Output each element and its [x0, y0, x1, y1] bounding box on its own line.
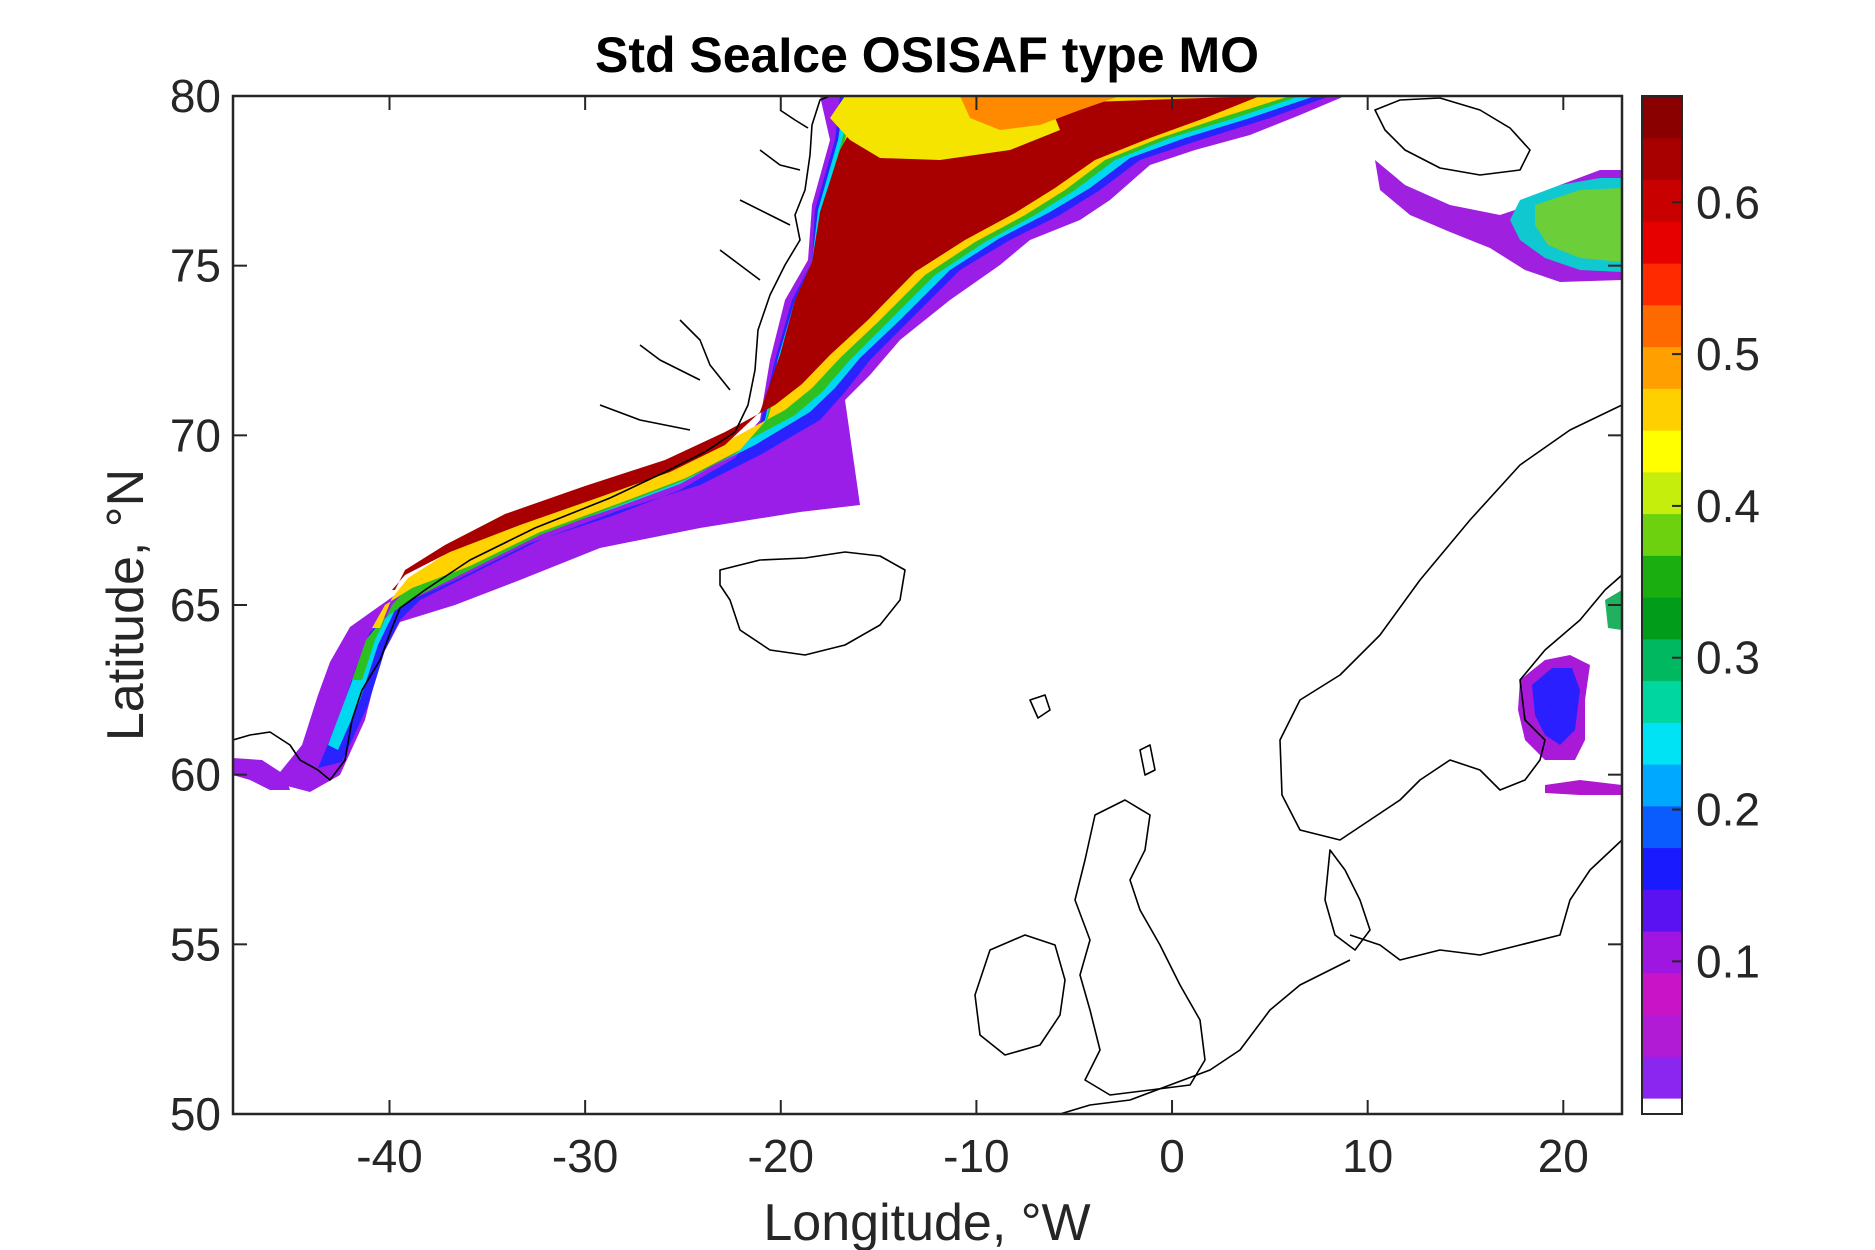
chart-title: Std SeaIce OSISAF type MO	[595, 27, 1259, 83]
x-tick-label: 0	[1159, 1130, 1185, 1182]
colorbar-band	[1642, 555, 1682, 598]
x-tick-label: -10	[943, 1130, 1009, 1182]
ice-fram-orange	[960, 96, 1120, 130]
colorbar-band	[1642, 263, 1682, 306]
colorbar-tick-label: 0.1	[1696, 935, 1760, 987]
x-tick-label: 20	[1538, 1130, 1589, 1182]
colorbar-band	[1642, 597, 1682, 640]
colorbar-tick-label: 0.4	[1696, 480, 1760, 532]
baltic-coast	[1349, 839, 1622, 961]
colorbar-band	[1642, 931, 1682, 974]
colorbar-band	[1642, 1014, 1682, 1057]
ice-bothnia-inner	[1532, 668, 1580, 745]
x-axis-title: Longitude, °W	[763, 1194, 1090, 1250]
colorbar-nan-band	[1642, 1098, 1682, 1114]
ice-barents-green	[1535, 188, 1622, 262]
ice-cape-farewell	[233, 758, 290, 790]
colorbar-ticks: 0.1 0.2 0.3 0.4 0.5 0.6	[1672, 176, 1760, 987]
y-tick-label: 65	[170, 579, 221, 631]
y-ticks: 50 55 60 65 70 75 80	[170, 70, 1622, 1140]
colorbar-band	[1642, 221, 1682, 264]
colorbar-band	[1642, 638, 1682, 682]
sea-ice-field	[233, 96, 1622, 795]
colorbar: 0.1 0.2 0.3 0.4 0.5 0.6	[1641, 95, 1760, 1115]
iceland-coast	[719, 551, 906, 656]
colorbar-band	[1642, 764, 1682, 807]
ice-bothnia-north	[1605, 590, 1622, 630]
colorbar-tick-label: 0.3	[1696, 632, 1760, 684]
denmark-coast	[1324, 849, 1371, 951]
colorbar-band	[1642, 722, 1682, 765]
colorbar-band	[1642, 388, 1682, 431]
colorbar-tick-label: 0.6	[1696, 176, 1760, 228]
colorbar-band	[1642, 96, 1682, 139]
y-tick-label: 80	[170, 70, 221, 122]
colorbar-frame	[1641, 95, 1683, 1115]
map-axes: -40 -30 -20 -10 0 10 20 50 55 60 65 70 75 80	[170, 70, 1624, 1182]
x-ticks: -40 -30 -20 -10 0 10 20	[356, 96, 1589, 1182]
x-tick-label: -40	[356, 1130, 422, 1182]
france-coast	[1059, 959, 1351, 1114]
shetland-coast	[1139, 744, 1156, 776]
y-tick-label: 55	[170, 918, 221, 970]
svalbard-coast	[1374, 97, 1531, 176]
colorbar-band	[1642, 471, 1682, 515]
colorbar-band	[1642, 430, 1682, 473]
colorbar-band	[1642, 1056, 1682, 1099]
colorbar-tick-label: 0.5	[1696, 328, 1760, 380]
y-tick-label: 60	[170, 749, 221, 801]
colorbar-band	[1642, 805, 1682, 849]
y-tick-label: 50	[170, 1088, 221, 1140]
ice-band-core	[392, 96, 1260, 590]
colorbar-band	[1642, 179, 1682, 222]
y-tick-label: 70	[170, 409, 221, 461]
ice-finland-gulf	[1545, 780, 1622, 795]
colorbar-band	[1642, 889, 1682, 932]
scandinavia-coast	[1279, 404, 1622, 841]
ice-band-outer	[272, 96, 1345, 792]
x-tick-label: 10	[1342, 1130, 1393, 1182]
greenland-coast	[233, 96, 831, 781]
colorbar-band	[1642, 513, 1682, 556]
y-axis-title: Latitude, °N	[97, 469, 155, 741]
colorbar-band	[1642, 137, 1682, 181]
faroe-coast	[1029, 694, 1051, 719]
ireland-coast	[974, 934, 1066, 1056]
colorbar-band	[1642, 847, 1682, 890]
map-content	[233, 96, 1622, 1114]
colorbar-band	[1642, 972, 1682, 1016]
coastlines	[233, 96, 1622, 1114]
britain-coast	[1074, 799, 1206, 1096]
x-tick-label: -20	[748, 1130, 814, 1182]
colorbar-tick-label: 0.2	[1696, 784, 1760, 836]
greenland-fjords	[599, 109, 809, 431]
colorbar-band	[1642, 680, 1682, 723]
x-tick-label: -30	[552, 1130, 618, 1182]
colorbar-band	[1642, 304, 1682, 348]
colorbar-band	[1642, 346, 1682, 389]
colorbar-bands	[1642, 96, 1682, 1114]
y-tick-label: 75	[170, 240, 221, 292]
